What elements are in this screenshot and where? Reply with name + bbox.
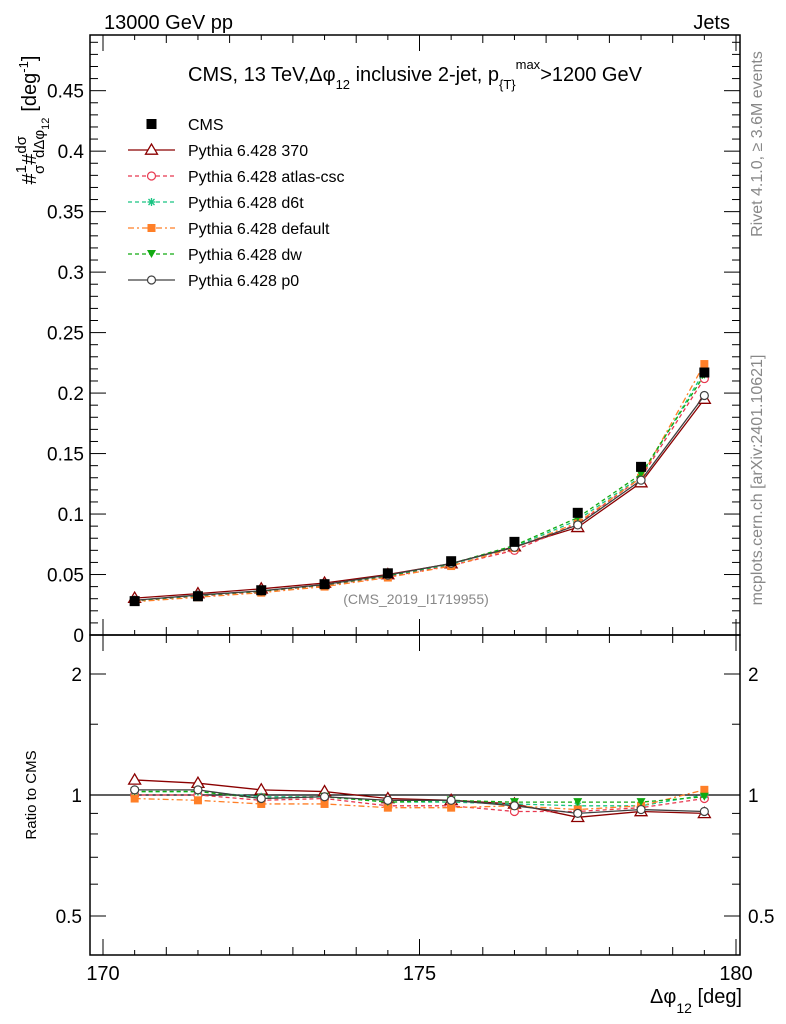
y-axis-label: #1σ#dσdΔφ12[deg-1] (13, 56, 52, 185)
legend-swatch-marker (144, 142, 159, 155)
header-right: Jets (693, 12, 730, 34)
main-plot-content (127, 360, 712, 607)
ratio-y-tick-label-right: 2 (748, 665, 759, 686)
series-line (134, 363, 705, 603)
ratio-series-marker (699, 792, 709, 801)
ratio-series-marker (193, 785, 203, 795)
data-point (319, 579, 330, 590)
ratio-series-marker (447, 803, 456, 812)
y-tick-label: 0.2 (58, 384, 84, 405)
chart-title: CMS, 13 TeV,Δφ12 inclusive 2-jet, p{T}ma… (188, 57, 643, 92)
ratio-series-marker (257, 799, 266, 808)
data-point (509, 536, 520, 547)
legend-swatch-marker (147, 224, 156, 232)
ratio-series-marker (636, 798, 646, 807)
series-line (134, 374, 705, 602)
ratio-series-line (134, 794, 705, 813)
ratio-series-marker (700, 785, 709, 794)
series-marker (700, 360, 709, 369)
ratio-series-marker (383, 803, 392, 812)
legend-swatch-marker (146, 171, 157, 181)
data-point (192, 591, 203, 602)
ratio-series-marker (699, 806, 709, 817)
data-point (572, 507, 583, 518)
y-tick-label: 0.1 (58, 505, 84, 526)
legend: CMS Pythia 6.428 370 Pythia 6.428 atlas-cs… (128, 117, 345, 290)
ratio-series-marker (573, 808, 583, 818)
ratio-y-tick-label: 2 (71, 665, 82, 686)
ratio-y-axis-label: Ratio to CMS (23, 750, 40, 839)
ratio-series-marker (383, 795, 393, 805)
series-marker (699, 390, 709, 401)
ratio-series-marker (636, 804, 646, 815)
data-point (446, 556, 457, 567)
series-line (134, 398, 705, 599)
ratio-series-marker (320, 799, 329, 808)
rivet-label: Rivet 4.1.0, ≥ 3.6M events (749, 51, 766, 237)
legend-label: CMS (188, 117, 224, 134)
series-marker (573, 520, 583, 530)
series-line (134, 370, 705, 602)
series-marker (636, 470, 646, 479)
star-stroke (148, 198, 155, 206)
ratio-plot-content (127, 772, 712, 823)
y-tick-label: 0.45 (47, 82, 84, 103)
ratio-series-marker (256, 793, 266, 804)
data-point (699, 367, 710, 378)
series-line (134, 378, 705, 602)
ratio-series-line (134, 789, 705, 811)
y-tick-label: 0.4 (58, 142, 85, 163)
x-axis-label: Δφ12 [deg] (650, 986, 742, 1016)
main-axis-ticks: 0 0.05 0.1 0.15 0.2 0.25 0.3 0.35 0.4 0.45 (47, 35, 740, 647)
y-tick-label: 0.3 (58, 263, 84, 284)
x-tick-label: 180 (719, 963, 752, 985)
ratio-y-tick-label-right: 1 (748, 786, 759, 807)
legend-label: Pythia 6.428 atlas-csc (188, 169, 345, 186)
y-tick-label: 0 (73, 626, 84, 647)
ratio-series-marker (127, 772, 142, 785)
legend-label: Pythia 6.428 default (188, 221, 330, 238)
y-tick-label: 0.25 (47, 324, 84, 345)
legend-label: Pythia 6.428 370 (188, 143, 308, 160)
ratio-series-line (134, 789, 705, 815)
legend-label: Pythia 6.428 dw (188, 247, 302, 264)
ratio-series-marker (319, 792, 330, 802)
ratio-series-line (134, 779, 705, 818)
ratio-series-marker (509, 801, 520, 811)
ratio-series-marker (193, 796, 202, 805)
legend-swatch-cms (146, 119, 157, 129)
series-line (134, 395, 705, 601)
y-tick-label: 0.15 (47, 445, 84, 466)
series-marker (636, 475, 646, 485)
legend-label: Pythia 6.428 d6t (188, 195, 304, 212)
svg-text:#1σ#dσdΔφ12[deg-1]: #1σ#dσdΔφ12[deg-1] (13, 56, 52, 185)
ratio-y-tick-label: 1 (71, 786, 82, 807)
ratio-series-marker (446, 795, 456, 805)
x-tick-label: 175 (403, 963, 436, 985)
analysis-watermark: (CMS_2019_I1719955) (343, 591, 489, 607)
y-tick-label: 0.35 (47, 203, 84, 224)
data-point (382, 568, 393, 579)
data-point (256, 585, 267, 596)
ratio-y-tick-label: 0.5 (56, 907, 82, 928)
legend-swatch-marker (147, 198, 156, 206)
mcplots-label: mcplots.cern.ch [arXiv:2401.10621] (749, 355, 766, 606)
legend-swatch-marker (146, 275, 157, 285)
header-left: 13000 GeV pp (104, 12, 233, 34)
data-point (129, 596, 140, 607)
legend-label: Pythia 6.428 p0 (188, 273, 299, 290)
data-point (636, 461, 647, 472)
ratio-series-marker (573, 798, 583, 807)
ratio-series-marker (130, 785, 140, 795)
y-tick-label: 0.05 (47, 566, 84, 587)
x-tick-label: 170 (86, 963, 119, 985)
legend-swatch-marker (147, 250, 156, 258)
ratio-series-marker (130, 794, 139, 803)
ratio-y-tick-label-right: 0.5 (748, 907, 774, 928)
